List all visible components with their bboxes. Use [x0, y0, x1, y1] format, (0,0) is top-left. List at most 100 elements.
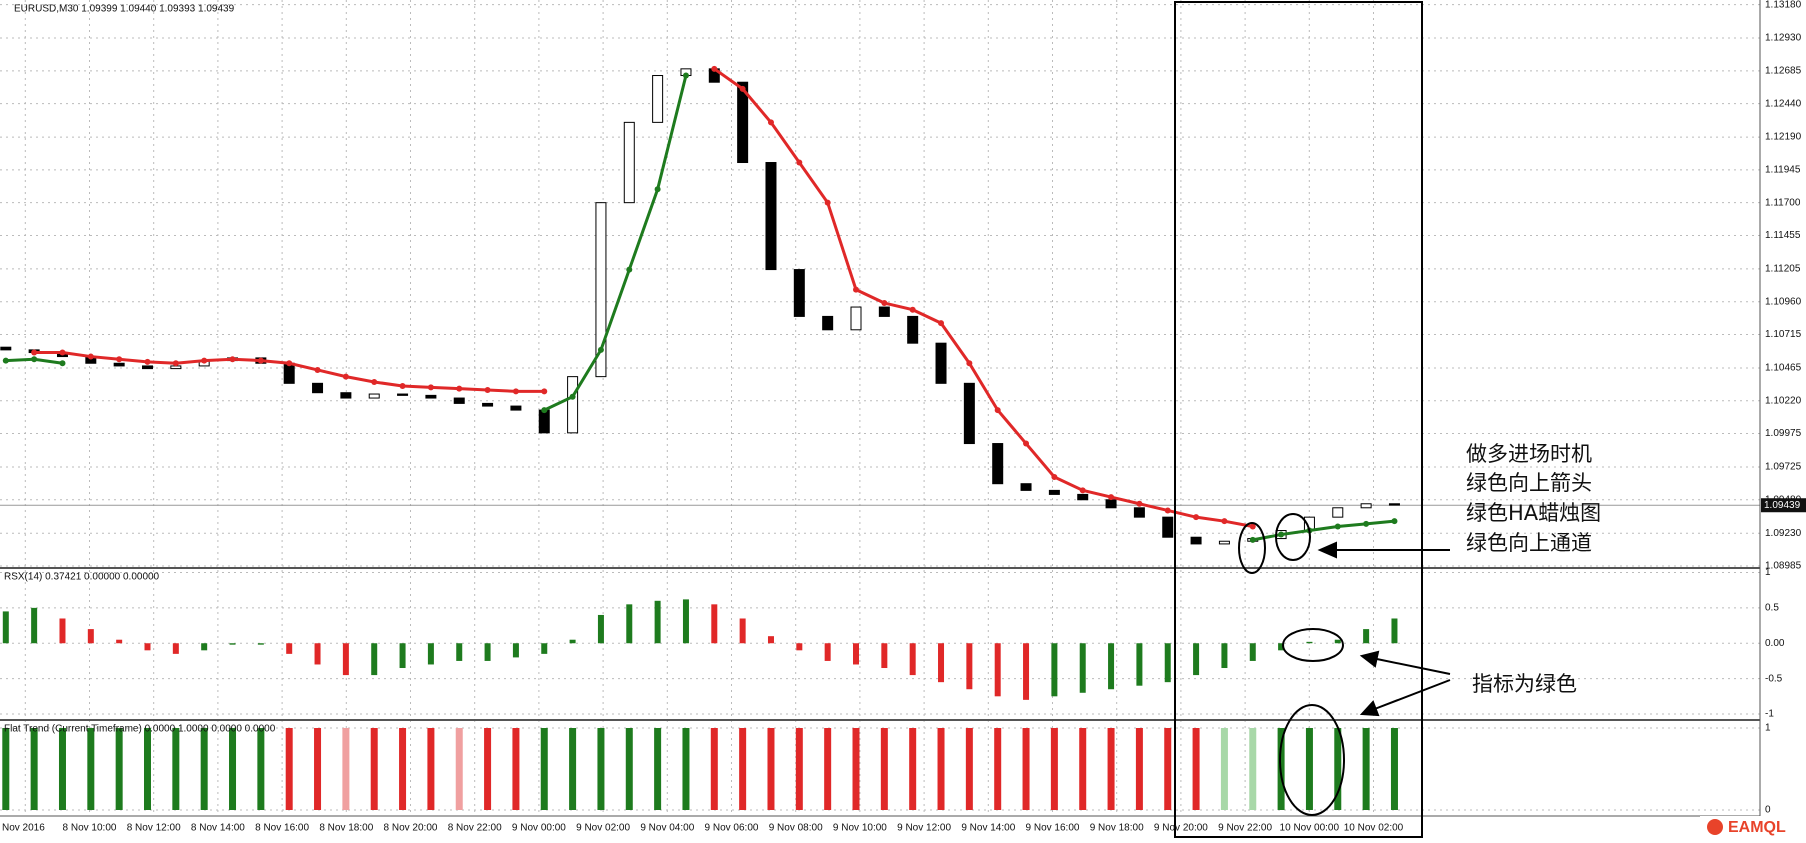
candle [1360, 503, 1372, 509]
x-tick-label: 9 Nov 08:00 [769, 823, 823, 834]
rsx-bar [31, 607, 38, 644]
candle [1020, 483, 1032, 491]
channel-dot [767, 119, 774, 126]
channel-dot [1278, 531, 1285, 538]
flat-bar [994, 728, 1002, 810]
rsx-bar [314, 643, 321, 665]
candle [283, 362, 295, 384]
rsx-bar [1108, 643, 1115, 690]
channel-dot [1391, 518, 1398, 525]
channel-dot [682, 72, 689, 79]
candle [1133, 507, 1145, 518]
y-tick-label: 1.12440 [1765, 98, 1802, 109]
rsx-bar [541, 643, 548, 654]
rsx-bar [1249, 643, 1256, 661]
channel-dot [399, 383, 406, 390]
x-tick-label: 8 Nov 20:00 [384, 823, 438, 834]
candle [482, 402, 494, 407]
flat-bar [144, 728, 151, 810]
y-tick-label: 1.13180 [1765, 0, 1802, 10]
flat-bar [682, 728, 690, 810]
channel-dot [739, 85, 746, 92]
channel-dot [484, 387, 491, 394]
flat-bar [795, 728, 803, 810]
candle [510, 405, 522, 411]
channel-dot [172, 360, 179, 367]
candle [340, 392, 352, 399]
channel-dot [938, 320, 945, 327]
rsx-bar [994, 643, 1001, 697]
channel-dot [1249, 536, 1256, 543]
rsx-bar [1391, 618, 1398, 644]
channel-dot [597, 346, 604, 353]
x-tick-label: Nov 2016 [2, 823, 45, 834]
rsx-bar [512, 643, 519, 658]
current-price: 1.09439 [1764, 500, 1801, 511]
y-tick-label: 0.00 [1765, 638, 1785, 649]
y-tick-label: -1 [1765, 709, 1774, 720]
y-tick-label: 1.09975 [1765, 428, 1802, 439]
current-price-box [1761, 498, 1806, 513]
flat-bar [1334, 728, 1342, 810]
channel-dot [427, 384, 434, 391]
candle [963, 382, 975, 445]
flat-bar [2, 728, 10, 810]
flat-bar [257, 728, 265, 810]
rsx-bar [569, 639, 576, 644]
highlight-box [1174, 1, 1423, 838]
arrow [1371, 657, 1451, 675]
rsx-bar [824, 643, 831, 661]
rsx-bar [1278, 643, 1285, 651]
rsx-bar [881, 643, 888, 669]
rsx-bar [201, 643, 208, 651]
y-tick-label: 1.10220 [1765, 395, 1802, 406]
rsx-bar [116, 639, 123, 644]
y-tick-label: 1.11205 [1765, 264, 1801, 275]
candle [113, 362, 125, 367]
flat-bar [484, 728, 492, 810]
candle [312, 382, 324, 394]
flat-bar [115, 728, 123, 810]
y-tick-label: 1.10465 [1765, 363, 1802, 374]
flat-bar [1249, 728, 1257, 810]
rsx-bar [342, 643, 349, 676]
y-tick-label: 1.11700 [1765, 197, 1801, 208]
rsx-bar [229, 643, 236, 645]
channel-dot [257, 357, 264, 364]
rsx-bar [711, 604, 718, 644]
rsx-bar [59, 618, 66, 644]
flat-bar [370, 728, 378, 810]
channel-dot [456, 385, 463, 392]
channel-dot [796, 159, 803, 166]
candle [623, 121, 635, 204]
channel-dot [116, 356, 123, 363]
x-tick-label: 10 Nov 02:00 [1344, 823, 1404, 834]
rsx-bar [1136, 643, 1143, 686]
y-tick-label: 1.10960 [1765, 296, 1802, 307]
rsx-bar [853, 643, 859, 665]
flat-bar [1220, 728, 1228, 810]
flat-bar [342, 728, 350, 810]
candle [1105, 499, 1117, 509]
x-tick-label: 10 Nov 00:00 [1280, 823, 1340, 834]
x-tick-label: 8 Nov 18:00 [319, 823, 373, 834]
candle [652, 75, 664, 123]
candle [935, 342, 947, 384]
rsx-bar [796, 643, 803, 651]
flat-bar [654, 728, 662, 810]
candle [453, 397, 465, 404]
channel-dot [1334, 523, 1341, 530]
rsx-bar [909, 643, 916, 676]
flat-bar [710, 728, 718, 810]
ellipse [1275, 513, 1311, 561]
x-tick-label: 9 Nov 02:00 [576, 823, 630, 834]
channel-dot [512, 388, 519, 395]
flat-bar [1107, 728, 1115, 810]
channel-dot [59, 349, 66, 356]
flat-bar [285, 728, 293, 810]
x-tick-label: 8 Nov 14:00 [191, 823, 245, 834]
channel-dot [569, 393, 576, 400]
rsx-bar [654, 600, 661, 644]
candle [1048, 489, 1060, 495]
flat-bar [739, 728, 747, 810]
